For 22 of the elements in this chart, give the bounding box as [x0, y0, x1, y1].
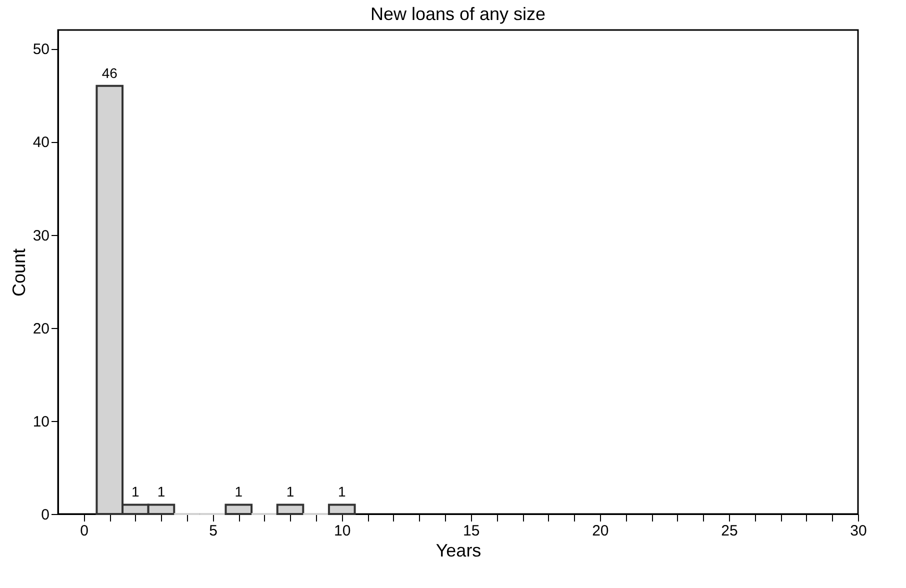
x-axis-title: Years — [436, 540, 482, 560]
x-tick-label: 15 — [463, 522, 480, 540]
data-label: 46 — [102, 64, 118, 81]
x-tick-label: 0 — [80, 522, 88, 540]
x-tick-label: 30 — [850, 522, 867, 540]
y-axis-title: Count — [8, 248, 29, 297]
data-label: 1 — [338, 484, 346, 500]
x-tick-label: 25 — [721, 522, 738, 540]
x-tick-label: 10 — [334, 522, 351, 540]
y-tick-label: 10 — [32, 413, 50, 430]
x-tick-label: 5 — [209, 522, 218, 540]
y-tick-label: 50 — [32, 41, 50, 58]
y-tick-label: 20 — [32, 320, 50, 338]
data-label: 1 — [234, 484, 243, 500]
chart-title: New loans of any size — [370, 4, 546, 24]
data-label: 1 — [132, 484, 140, 500]
y-tick-label: 0 — [41, 506, 50, 524]
y-tick-label: 40 — [32, 134, 50, 152]
data-label: 1 — [286, 484, 294, 500]
data-label: 1 — [157, 484, 166, 500]
x-tick-label: 20 — [592, 522, 609, 540]
y-tick-label: 30 — [32, 227, 50, 244]
